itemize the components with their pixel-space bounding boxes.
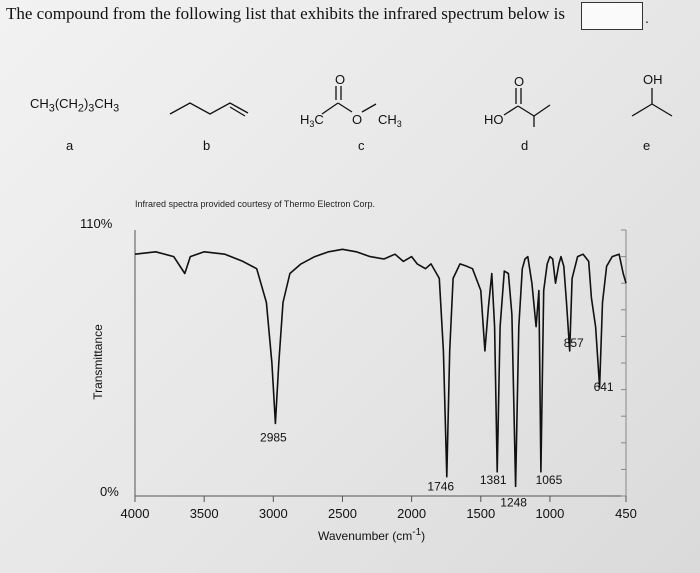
x-tick-label: 450 (615, 506, 637, 521)
compound-c-ch3: CH3 (378, 112, 402, 129)
compound-b-structure (169, 102, 249, 117)
compound-c-h3c: H3C (300, 112, 324, 129)
spectrum-line (134, 248, 627, 488)
compound-list: CH3(CH2)3CH3 O H3C O CH3 O HO (0, 0, 700, 170)
x-axis-title: Wavenumber (cm-1) (318, 527, 426, 543)
compound-d-letter: d (521, 138, 529, 153)
compound-a-formula: CH3(CH2)3CH3 (30, 96, 120, 115)
compound-d-carbonyl-o: O (514, 74, 524, 89)
compound-e-letter: e (643, 138, 651, 153)
compound-d-ho: HO (484, 112, 504, 127)
x-tick-label: 3000 (259, 506, 288, 521)
compound-c-ether-o: O (352, 112, 362, 127)
chart-title: Infrared spectra provided courtesy of Th… (135, 199, 375, 209)
peak-label: 641 (594, 380, 614, 394)
compound-b-letter: b (203, 138, 211, 153)
compound-d-structure (503, 88, 551, 127)
peak-label: 1248 (500, 495, 527, 509)
compound-c-carbonyl-o: O (335, 72, 345, 87)
x-tick-label: 4000 (121, 506, 150, 521)
x-tick-label: 3500 (190, 506, 219, 521)
peak-label: 2985 (260, 430, 287, 444)
peak-label: 1065 (536, 473, 563, 487)
x-tick-label: 1500 (466, 506, 495, 521)
y-tick-label-top: 110% (80, 216, 113, 231)
compound-c-letter: c (358, 138, 365, 153)
question-text: The compound from the following list tha… (6, 4, 565, 23)
compound-c-structure (321, 86, 377, 115)
y-tick-label-bottom: 0% (100, 484, 119, 499)
question-period: . (645, 10, 649, 26)
peak-label: 1381 (480, 473, 507, 487)
x-tick-label: 1000 (535, 506, 564, 521)
compound-e-oh: OH (643, 72, 663, 87)
compound-structures: O H3C O CH3 O HO OH (169, 72, 673, 129)
compound-a-letter: a (66, 138, 74, 153)
peak-label: 1746 (427, 480, 454, 494)
compound-e-structure (631, 88, 673, 117)
peak-label: 857 (564, 336, 584, 350)
answer-box[interactable] (581, 2, 643, 30)
x-tick-label: 2500 (328, 506, 357, 521)
x-tick-label: 2000 (397, 506, 426, 521)
